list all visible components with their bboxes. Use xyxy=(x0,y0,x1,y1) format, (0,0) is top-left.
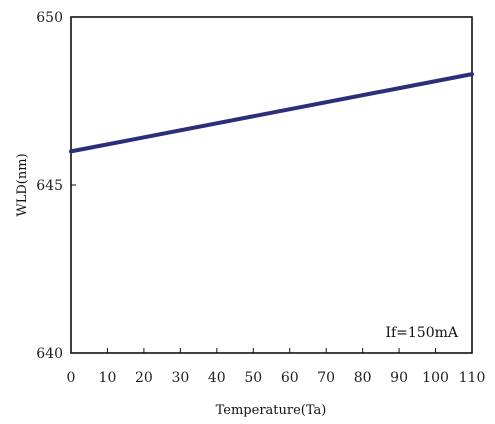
y-tick-label: 650 xyxy=(36,10,63,26)
series-layer xyxy=(69,72,474,154)
x-tick-label: 50 xyxy=(244,370,262,386)
y-tick-label: 640 xyxy=(36,346,63,362)
x-tick-label: 70 xyxy=(317,370,335,386)
y-axis-ticks: 650 645 640 xyxy=(36,10,76,362)
x-tick-label: 60 xyxy=(281,370,299,386)
y-tick-label: 645 xyxy=(36,178,63,194)
y-axis-title: WLD(nm) xyxy=(15,153,30,216)
x-tick-label: 40 xyxy=(208,370,226,386)
series-line-0 xyxy=(69,72,474,154)
annotation-if: If=150mA xyxy=(385,325,458,341)
x-tick-label: 110 xyxy=(459,370,486,386)
x-tick-label: 20 xyxy=(135,370,153,386)
x-tick-label: 100 xyxy=(422,370,449,386)
x-tick-label: 0 xyxy=(67,370,76,386)
x-axis-ticks: 0 10 20 30 40 50 60 70 80 90 100 110 xyxy=(67,348,486,386)
x-tick-label: 90 xyxy=(390,370,408,386)
plot-area xyxy=(70,16,473,354)
x-axis-title: Temperature(Ta) xyxy=(216,403,327,418)
x-tick-label: 10 xyxy=(99,370,117,386)
x-tick-label: 30 xyxy=(171,370,189,386)
x-tick-label: 80 xyxy=(354,370,372,386)
